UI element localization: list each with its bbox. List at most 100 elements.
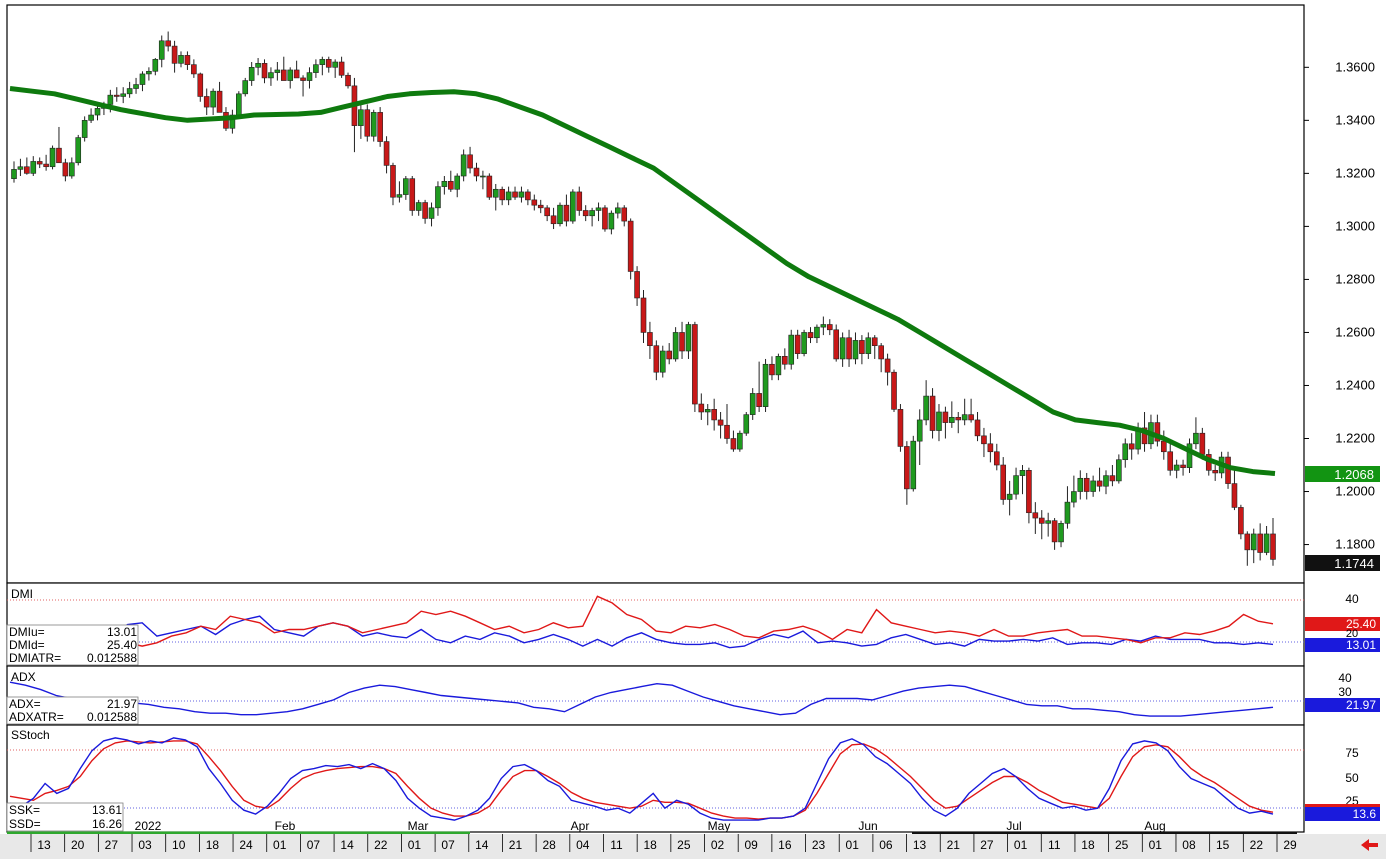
- price-tick-label: 1.3400: [1335, 112, 1375, 127]
- dmi-minus-tag: [1305, 617, 1380, 631]
- candle: [942, 406, 949, 439]
- candle: [345, 72, 351, 89]
- candle: [1250, 528, 1257, 564]
- month-label: Mar: [408, 819, 429, 833]
- candle: [152, 58, 159, 76]
- dmiu-value: 13.01: [107, 625, 137, 639]
- candle: [1077, 470, 1084, 500]
- month-label: Aug: [1144, 819, 1165, 833]
- candle: [1238, 504, 1244, 540]
- stoch-readout-box: [6, 802, 124, 832]
- candle: [69, 157, 75, 179]
- candle: [300, 75, 306, 97]
- candle: [113, 87, 120, 102]
- sma-value-tag: [1305, 466, 1380, 482]
- month-label: 2022: [135, 819, 162, 833]
- candle: [480, 170, 486, 190]
- candle: [11, 161, 17, 183]
- candle: [1000, 457, 1007, 505]
- candle: [704, 404, 711, 426]
- candle: [409, 176, 416, 216]
- candle: [1173, 459, 1180, 479]
- candle: [435, 181, 441, 216]
- ssk-label: SSK=: [9, 803, 40, 817]
- candle: [146, 67, 152, 81]
- candle: [923, 380, 929, 426]
- candle: [1109, 465, 1116, 487]
- day-label: 18: [206, 838, 220, 852]
- candle: [422, 199, 428, 224]
- candle: [891, 369, 897, 412]
- candle: [640, 290, 647, 344]
- candle: [377, 107, 383, 147]
- candle: [833, 324, 840, 362]
- stoch-tick-75: 75: [1345, 746, 1359, 760]
- candle: [30, 156, 37, 177]
- candle: [769, 356, 775, 381]
- candle: [550, 207, 557, 230]
- day-label: 25: [677, 838, 691, 852]
- candle: [602, 205, 608, 232]
- candle: [139, 71, 146, 92]
- adx-title: ADX: [11, 670, 36, 684]
- candle: [17, 158, 24, 177]
- candle: [184, 51, 191, 70]
- candle: [1186, 438, 1193, 473]
- candle: [512, 186, 518, 200]
- candle: [165, 31, 171, 52]
- candle: [415, 199, 422, 216]
- candle: [1083, 472, 1090, 500]
- scroll-left-arrow-icon[interactable]: [1361, 839, 1378, 851]
- day-labels: 13 20 27 03 10 18 24 01 07 14 22 01 07 14 21 28 04 11 18 25…: [30, 834, 1297, 852]
- candle: [679, 321, 685, 359]
- candle: [884, 353, 891, 386]
- candle: [210, 88, 216, 116]
- candle: [248, 62, 255, 86]
- ssk-line: [9, 737, 1274, 821]
- time-axis-bar: [0, 834, 1386, 859]
- candle: [1244, 531, 1251, 566]
- candle: [666, 343, 672, 365]
- dmid-label: DMId=: [9, 638, 45, 652]
- candle: [191, 59, 197, 78]
- day-label: 01: [1014, 838, 1028, 852]
- candle: [852, 332, 859, 365]
- candle: [762, 358, 769, 412]
- price-axis: 1.3600 1.3400 1.3200 1.3000 1.2800 1.2600 1.24…: [1304, 59, 1375, 552]
- candle: [49, 145, 56, 170]
- day-label: 14: [340, 838, 354, 852]
- candle: [1051, 518, 1058, 550]
- candle: [1270, 518, 1276, 566]
- day-label: 01: [408, 838, 422, 852]
- candle: [865, 332, 872, 359]
- day-label: 21: [509, 838, 523, 852]
- candle: [929, 388, 936, 439]
- price-tick-label: 1.2800: [1335, 271, 1375, 286]
- candle: [319, 56, 326, 76]
- candle: [582, 205, 589, 222]
- candle: [782, 348, 788, 370]
- dmiatr-label: DMIATR=: [9, 651, 61, 665]
- candle: [1019, 465, 1026, 495]
- candle: [1006, 480, 1013, 516]
- candle: [486, 173, 493, 200]
- candle: [621, 205, 628, 227]
- candle: [897, 404, 904, 452]
- candle: [43, 154, 49, 171]
- candle: [1013, 467, 1019, 500]
- candle: [653, 340, 660, 381]
- candle: [608, 210, 615, 235]
- candle: [24, 157, 30, 175]
- candle: [525, 189, 531, 206]
- candle: [126, 81, 133, 98]
- day-label: 25: [1115, 838, 1129, 852]
- candle: [268, 67, 274, 86]
- candle: [1064, 486, 1071, 529]
- candle: [730, 430, 737, 452]
- candle: [255, 58, 261, 76]
- candle: [1128, 433, 1135, 460]
- candle: [390, 162, 396, 206]
- candle: [236, 91, 242, 118]
- day-label: 01: [1149, 838, 1163, 852]
